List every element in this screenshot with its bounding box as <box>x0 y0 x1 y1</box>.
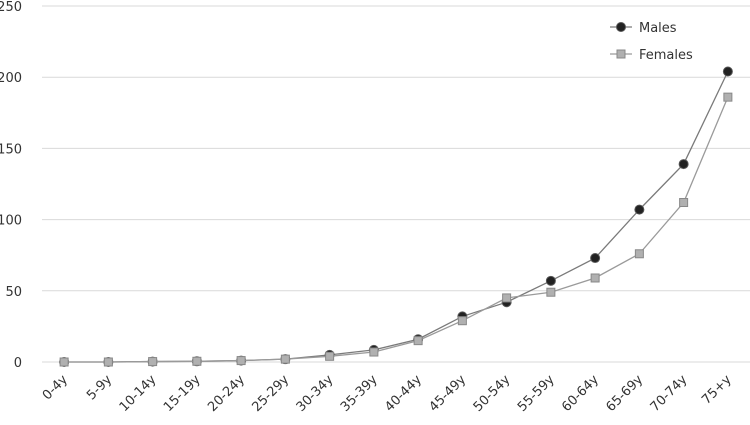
data-point <box>679 198 689 208</box>
x-tick-label: 60-64y <box>559 372 602 415</box>
y-tick-label: 100 <box>0 214 22 229</box>
data-point <box>325 351 335 361</box>
y-tick-label: 250 <box>0 0 22 15</box>
data-point <box>369 347 379 357</box>
x-tick-label: 55-59y <box>515 372 558 415</box>
series-line <box>64 71 729 363</box>
x-tick-label: 30-34y <box>294 372 337 415</box>
x-tick-label: 45-49y <box>426 372 469 415</box>
x-tick-label: 15-19y <box>161 372 204 415</box>
x-tick-label: 20-24y <box>205 372 248 415</box>
data-point <box>413 336 423 346</box>
x-tick-label: 70-74y <box>648 372 691 415</box>
y-tick-label: 150 <box>0 142 22 157</box>
data-point <box>590 273 600 283</box>
legend-marker <box>616 49 626 59</box>
x-tick-label: 10-14y <box>117 372 160 415</box>
data-point <box>59 357 69 367</box>
series-line <box>64 96 729 363</box>
y-tick-label: 50 <box>5 285 22 300</box>
x-tick-label: 40-44y <box>382 372 425 415</box>
legend-label: Females <box>639 48 693 63</box>
data-point <box>236 356 246 366</box>
data-point <box>634 204 645 215</box>
data-point <box>678 159 689 170</box>
data-point <box>103 357 113 367</box>
x-tick-label: 35-39y <box>338 372 381 415</box>
x-tick-label: 5-9y <box>84 372 115 403</box>
y-tick-label: 0 <box>14 356 22 371</box>
data-point <box>457 316 467 326</box>
data-point <box>280 354 290 364</box>
x-tick-label: 65-69y <box>603 372 646 415</box>
data-point <box>590 253 601 264</box>
data-point <box>634 249 644 259</box>
y-tick-label: 200 <box>0 71 22 86</box>
data-point <box>502 293 512 303</box>
x-tick-label: 50-54y <box>471 372 514 415</box>
data-point <box>723 92 733 102</box>
x-tick-label: 75+y <box>699 372 735 408</box>
data-point <box>192 356 202 366</box>
data-point <box>545 275 556 286</box>
x-tick-label: 25-29y <box>249 372 292 415</box>
legend-label: Males <box>639 21 677 36</box>
x-tick-label: 0-4y <box>40 372 71 403</box>
data-point <box>148 357 158 367</box>
data-point <box>546 287 556 297</box>
data-point <box>722 66 733 77</box>
legend-marker <box>616 22 626 32</box>
